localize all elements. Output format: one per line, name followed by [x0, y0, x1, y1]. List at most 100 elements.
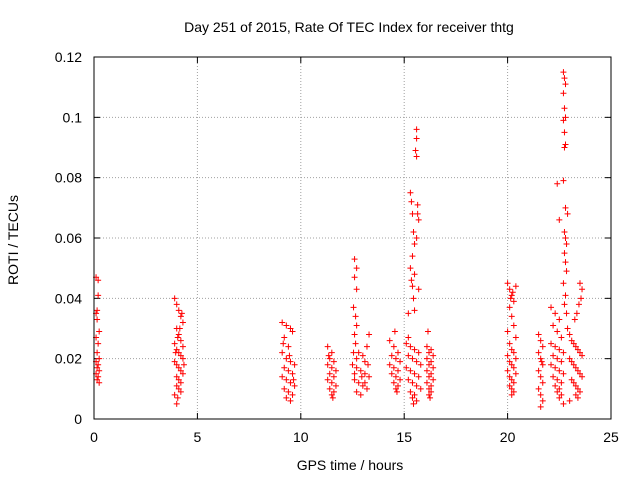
data-point — [177, 367, 184, 374]
data-point — [96, 328, 103, 335]
data-point — [548, 304, 555, 311]
data-point — [552, 310, 559, 317]
data-point — [562, 235, 569, 241]
data-point — [570, 361, 577, 368]
data-point — [413, 358, 420, 365]
data-point — [550, 352, 557, 359]
data-point — [560, 90, 567, 97]
data-point — [574, 346, 581, 353]
data-point — [561, 75, 568, 82]
data-point — [576, 349, 583, 356]
data-point — [415, 216, 422, 223]
data-point — [426, 373, 433, 380]
data-point — [411, 271, 418, 278]
data-point — [578, 295, 585, 302]
data-point — [366, 373, 373, 380]
data-point — [535, 367, 542, 374]
data-point — [539, 343, 546, 350]
data-point — [175, 376, 182, 383]
data-point — [407, 189, 414, 196]
data-point — [506, 304, 513, 311]
data-point — [556, 346, 563, 353]
data-point — [174, 394, 181, 401]
y-axis-label: ROTI / TECUs — [5, 195, 21, 285]
data-point — [560, 69, 567, 76]
data-point — [504, 367, 511, 374]
data-point — [279, 349, 286, 356]
data-point — [405, 352, 412, 359]
data-point — [350, 304, 357, 311]
data-point — [291, 382, 298, 389]
data-point — [508, 385, 515, 392]
data-point — [96, 379, 103, 386]
data-point — [281, 364, 288, 371]
data-point — [281, 334, 288, 341]
chart-title: Day 251 of 2015, Rate Of TEC Index for r… — [184, 19, 514, 35]
data-point — [179, 343, 186, 350]
data-point — [566, 355, 573, 362]
data-point — [324, 376, 331, 383]
data-point — [510, 349, 517, 356]
data-point — [415, 373, 422, 380]
data-point — [508, 292, 515, 299]
data-point — [507, 295, 514, 302]
data-point — [175, 364, 182, 371]
data-point — [428, 370, 435, 377]
data-point — [512, 334, 519, 341]
data-point — [537, 373, 544, 380]
data-point — [355, 379, 362, 386]
data-point — [349, 361, 356, 368]
data-point — [361, 379, 368, 386]
data-point — [177, 337, 184, 344]
data-point — [177, 313, 184, 320]
data-point — [574, 394, 581, 401]
data-point — [361, 358, 368, 365]
data-point — [329, 394, 336, 401]
data-point — [175, 385, 182, 392]
data-point — [291, 361, 298, 368]
data-point — [411, 370, 418, 377]
data-point — [413, 397, 420, 404]
data-point — [351, 256, 358, 263]
data-point — [96, 355, 103, 362]
data-point — [326, 355, 333, 362]
data-point — [562, 114, 569, 121]
data-point — [351, 376, 358, 383]
data-point — [537, 355, 544, 362]
data-point — [554, 180, 561, 187]
data-point — [506, 382, 513, 389]
data-point — [95, 277, 102, 284]
data-point — [410, 400, 417, 407]
data-point — [413, 235, 420, 241]
data-point — [508, 313, 515, 320]
data-point — [572, 391, 579, 398]
data-point — [426, 391, 433, 398]
data-point — [365, 361, 372, 368]
data-point — [566, 331, 573, 338]
data-point — [353, 265, 360, 272]
data-point — [426, 385, 433, 392]
data-point — [359, 352, 366, 359]
data-point — [353, 355, 360, 362]
data-point — [572, 382, 579, 389]
data-point — [332, 382, 339, 389]
data-point — [572, 364, 579, 371]
data-point — [283, 355, 290, 362]
data-point — [283, 322, 290, 329]
data-point — [403, 364, 410, 371]
data-point — [411, 346, 418, 353]
data-point — [358, 373, 365, 380]
data-point — [560, 400, 567, 407]
data-point — [351, 370, 358, 377]
data-point — [279, 319, 286, 326]
data-point — [506, 373, 513, 380]
data-point — [286, 352, 293, 359]
data-point — [563, 268, 570, 275]
data-point — [279, 373, 286, 380]
data-point — [173, 361, 180, 368]
data-point — [173, 373, 180, 380]
data-point — [562, 81, 569, 88]
data-point — [552, 382, 559, 389]
data-point — [175, 331, 182, 338]
data-point — [289, 370, 296, 377]
